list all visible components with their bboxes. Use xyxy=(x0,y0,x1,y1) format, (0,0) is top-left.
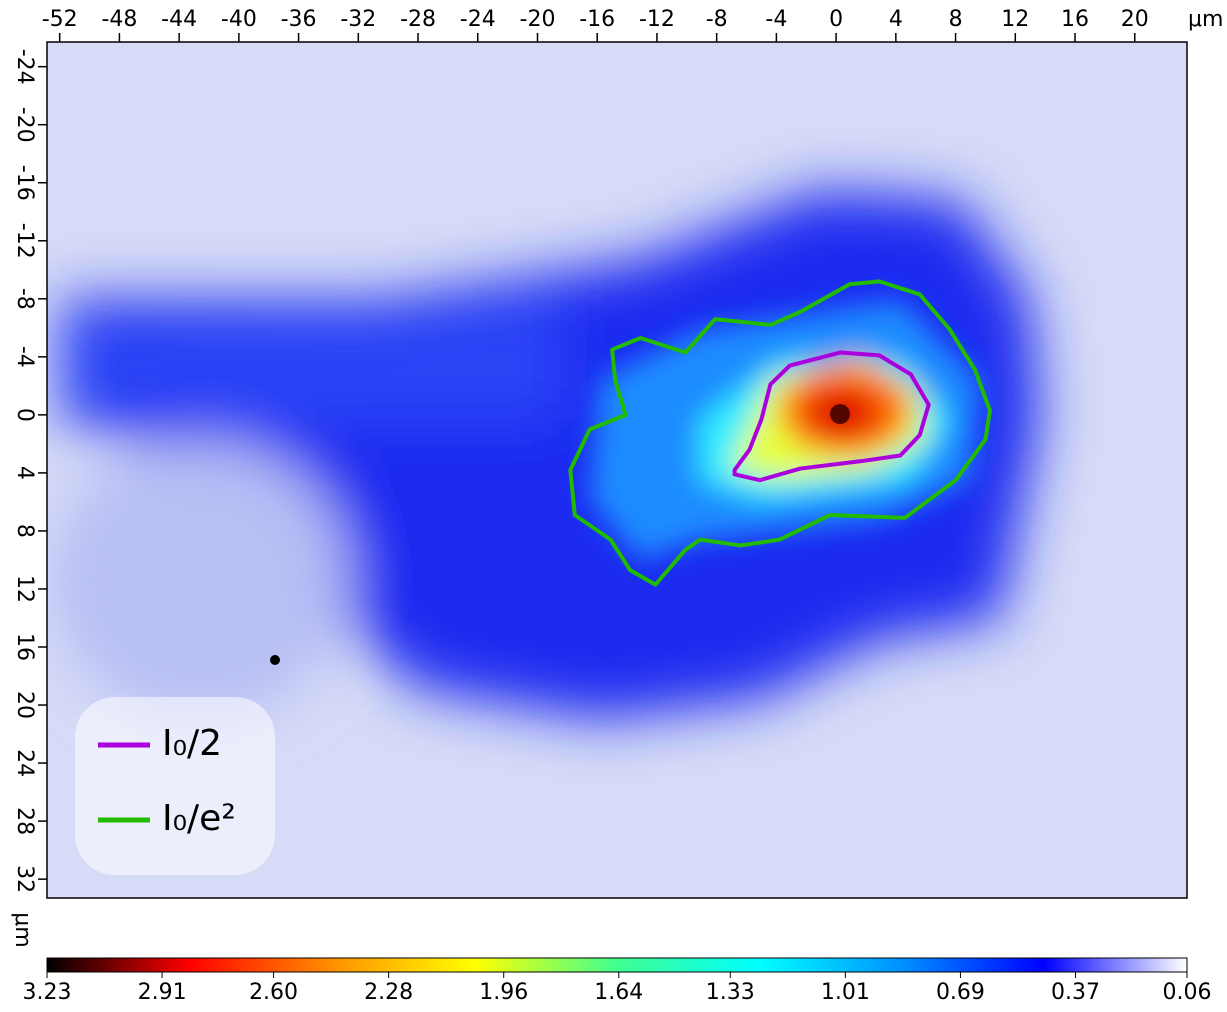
x-tick-label: -24 xyxy=(460,7,496,32)
x-tick-label: -4 xyxy=(765,7,787,32)
x-tick-label: 4 xyxy=(889,7,903,32)
y-tick-label: -4 xyxy=(12,346,37,368)
legend-label: I₀/2 xyxy=(162,723,222,764)
plot-frame xyxy=(46,41,1188,899)
x-tick-label: -20 xyxy=(520,7,556,32)
x-tick-label: -52 xyxy=(42,7,78,32)
y-tick-label: -12 xyxy=(12,223,37,259)
x-tick-label: -16 xyxy=(579,7,615,32)
x-tick-label: -44 xyxy=(161,7,197,32)
colorbar-tick-label: 1.01 xyxy=(821,980,870,1005)
colorbar-tick-label: 2.28 xyxy=(364,980,413,1005)
x-tick-label: -48 xyxy=(101,7,137,32)
colorbar-tick-label: 1.64 xyxy=(594,980,643,1005)
x-tick-label: -36 xyxy=(281,7,317,32)
x-tick-label: 8 xyxy=(949,7,963,32)
legend-label: I₀/e² xyxy=(162,798,236,839)
x-tick-label: 0 xyxy=(829,7,843,32)
y-tick-label: 4 xyxy=(12,466,37,480)
x-tick-label: -12 xyxy=(639,7,675,32)
x-tick-label: -8 xyxy=(706,7,728,32)
contour-line xyxy=(732,350,931,483)
colorbar-tick-label: 0.37 xyxy=(1051,980,1100,1005)
y-tick-label: 20 xyxy=(12,691,37,719)
colorbar-tick-label: 3.23 xyxy=(23,980,72,1005)
colorbar-tick-label: 1.33 xyxy=(706,980,755,1005)
x-tick-label: -28 xyxy=(400,7,436,32)
y-tick-label: -24 xyxy=(12,49,37,85)
x-tick-label: 16 xyxy=(1061,7,1089,32)
y-axis-unit: μm xyxy=(10,912,35,947)
y-tick-label: 8 xyxy=(12,524,37,538)
contour-line xyxy=(568,279,992,587)
y-tick-label: 28 xyxy=(12,807,37,835)
y-tick-label: 0 xyxy=(12,408,37,422)
y-tick-label: 12 xyxy=(12,575,37,603)
x-tick-label: 20 xyxy=(1121,7,1149,32)
y-tick-label: -16 xyxy=(12,165,37,201)
colorbar xyxy=(46,957,1188,973)
colorbar-tick-label: 0.69 xyxy=(936,980,985,1005)
y-tick-label: 16 xyxy=(12,633,37,661)
x-tick-label: 12 xyxy=(1001,7,1029,32)
colorbar-tick-label: 0.06 xyxy=(1163,980,1212,1005)
x-axis-unit: μm xyxy=(1188,7,1223,32)
y-tick-label: -20 xyxy=(12,107,37,143)
y-tick-label: -8 xyxy=(12,288,37,310)
colorbar-tick-label: 2.60 xyxy=(249,980,298,1005)
colorbar-tick-label: 2.91 xyxy=(138,980,187,1005)
legend-box xyxy=(75,697,275,875)
x-tick-label: -32 xyxy=(340,7,376,32)
y-tick-label: 32 xyxy=(12,865,37,893)
colorbar-tick-label: 1.96 xyxy=(479,980,528,1005)
y-tick-label: 24 xyxy=(12,749,37,777)
x-tick-label: -40 xyxy=(221,7,257,32)
